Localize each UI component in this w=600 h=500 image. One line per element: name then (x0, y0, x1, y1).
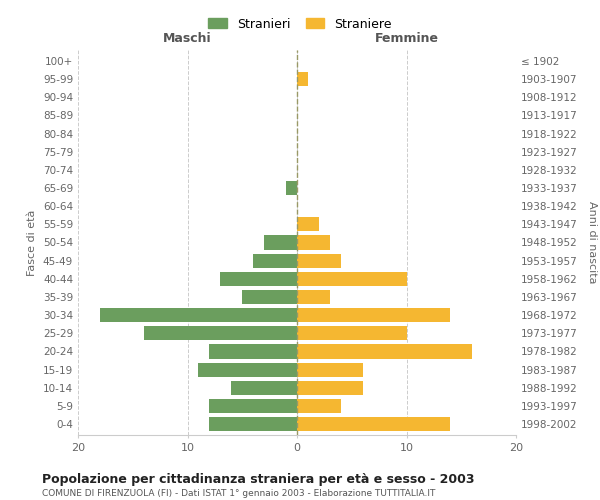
Bar (253, 254, 297, 268)
Bar (297, 290, 330, 304)
Text: Femmine: Femmine (374, 32, 439, 44)
Bar (297, 72, 308, 86)
Bar (297, 272, 407, 286)
Bar (297, 417, 450, 431)
Bar (297, 236, 330, 250)
Bar (242, 290, 297, 304)
Bar (297, 380, 362, 395)
Bar (297, 362, 362, 376)
Bar (297, 308, 450, 322)
Bar (286, 181, 297, 195)
Bar (297, 326, 407, 340)
Y-axis label: Anni di nascita: Anni di nascita (587, 201, 597, 284)
Y-axis label: Fasce di età: Fasce di età (28, 210, 37, 276)
Legend: Stranieri, Straniere: Stranieri, Straniere (205, 14, 395, 34)
Bar (264, 236, 297, 250)
Bar (297, 254, 341, 268)
Bar (100, 308, 297, 322)
Bar (232, 380, 297, 395)
Bar (220, 272, 297, 286)
Bar (144, 326, 297, 340)
Text: COMUNE DI FIRENZUOLA (FI) - Dati ISTAT 1° gennaio 2003 - Elaborazione TUTTITALIA: COMUNE DI FIRENZUOLA (FI) - Dati ISTAT 1… (42, 489, 436, 498)
Bar (209, 417, 297, 431)
Text: Popolazione per cittadinanza straniera per età e sesso - 2003: Popolazione per cittadinanza straniera p… (42, 472, 475, 486)
Bar (199, 362, 297, 376)
Bar (297, 399, 341, 413)
Bar (297, 218, 319, 232)
Bar (209, 399, 297, 413)
Text: Maschi: Maschi (163, 32, 212, 44)
Bar (209, 344, 297, 358)
Bar (297, 344, 472, 358)
